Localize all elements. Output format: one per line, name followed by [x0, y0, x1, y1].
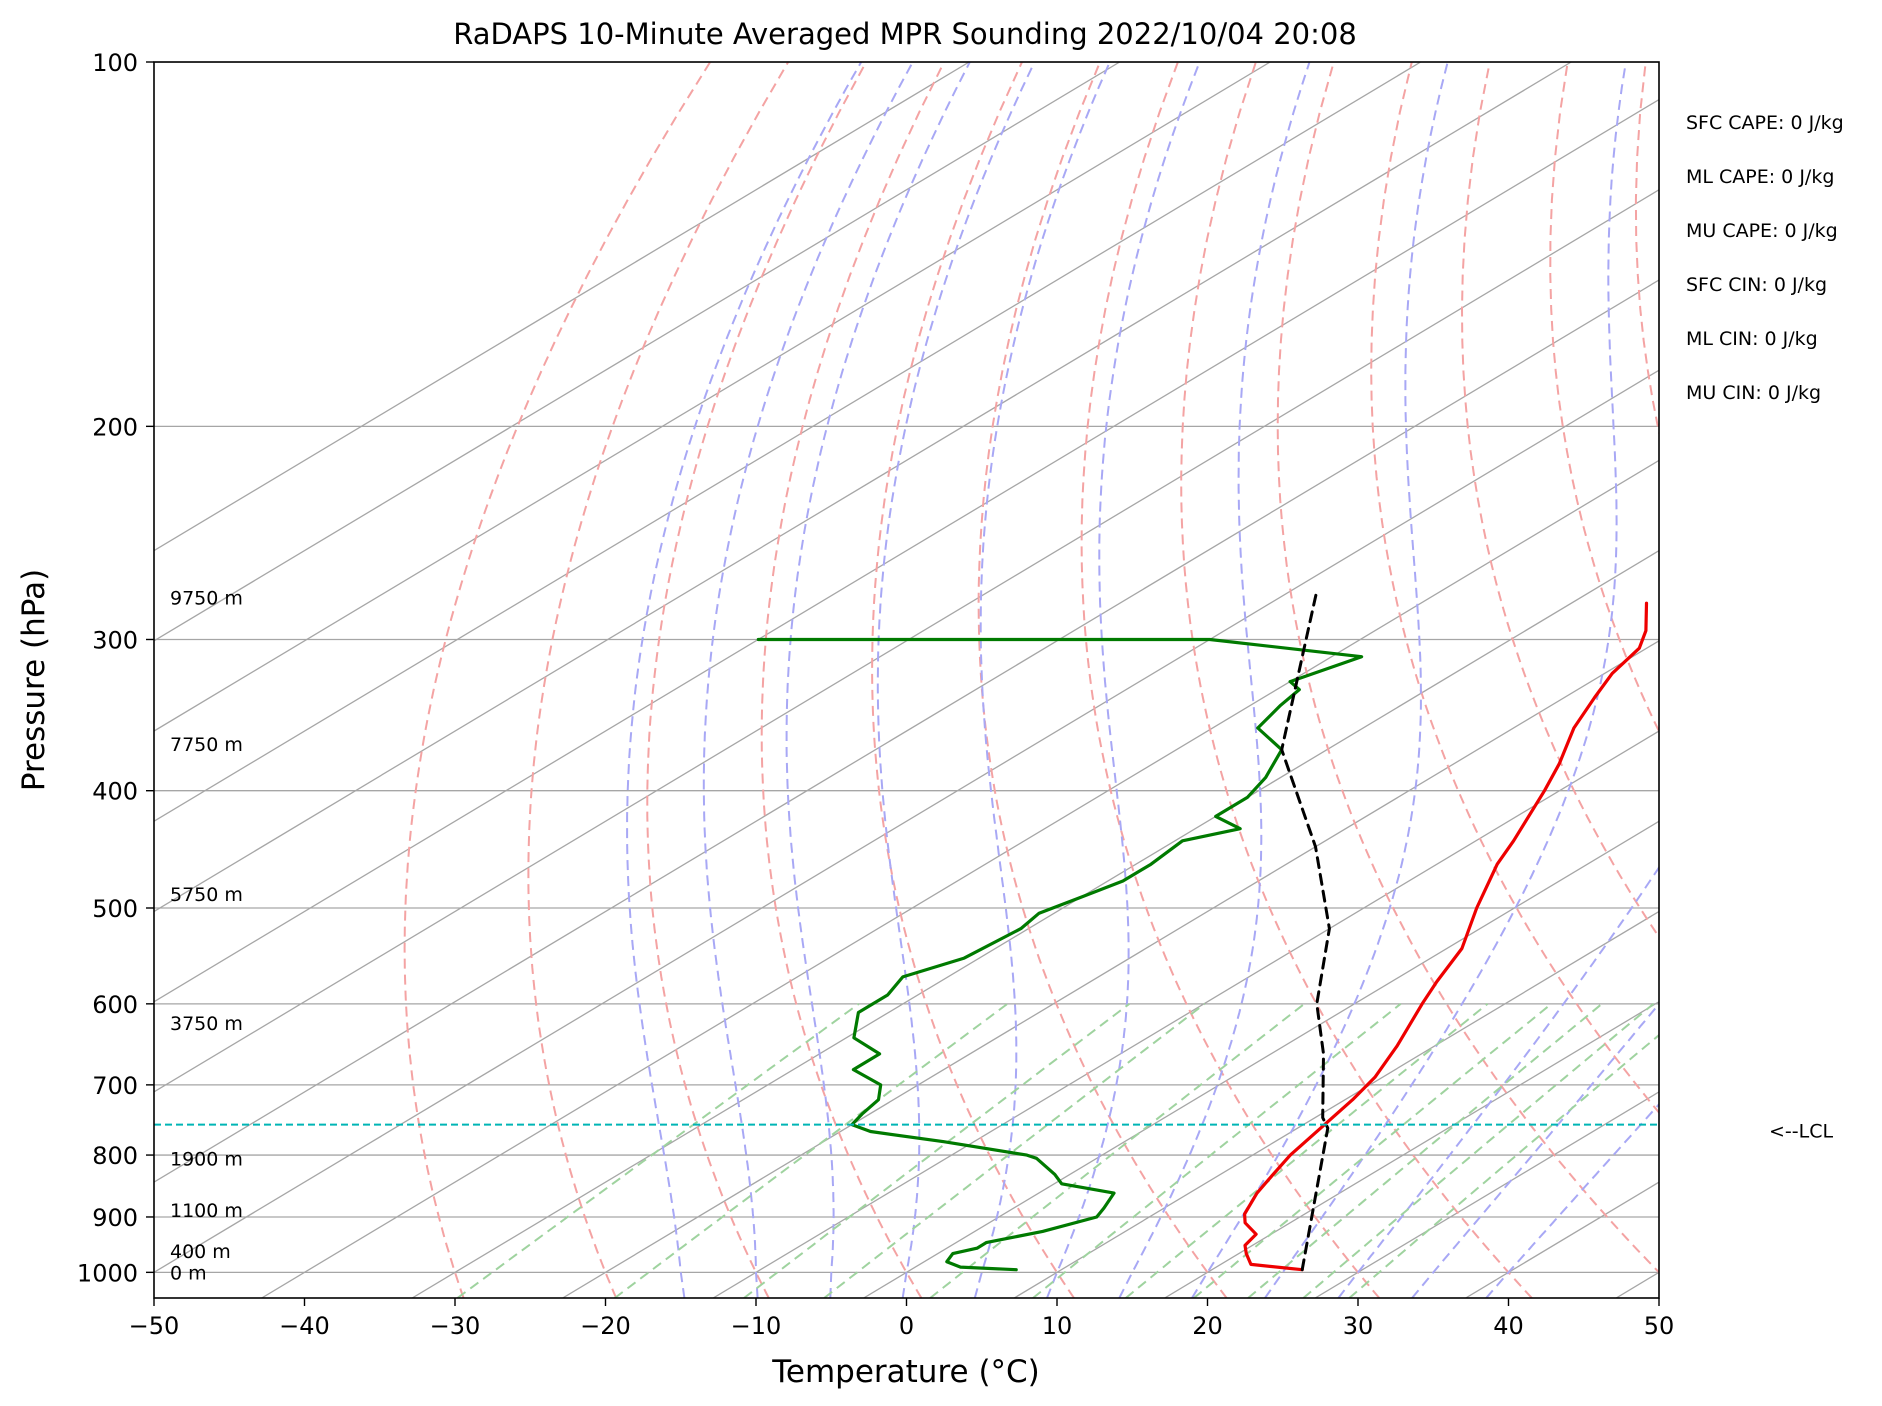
isotherm-line: [863, 820, 1659, 1298]
isotherm-line: [154, 62, 1572, 913]
moist-adiabat-line: [626, 62, 863, 1298]
moist-adiabat-line: [1485, 1102, 1659, 1298]
isotherm-line: [154, 62, 1271, 732]
height-label: 5750 m: [170, 884, 243, 906]
stability-index-text: MU CAPE: 0 J/kg: [1686, 220, 1838, 242]
mixing-ratio-line: [929, 1003, 1306, 1298]
isotherm-line: [154, 189, 1659, 1093]
stability-index-text: MU CIN: 0 J/kg: [1686, 382, 1821, 404]
height-label: 1900 m: [170, 1148, 243, 1170]
y-tick-label: 400: [92, 778, 138, 806]
reference-lines: [154, 62, 1659, 1298]
dry-adiabat-line: [527, 62, 790, 1298]
isotherm-line: [154, 62, 970, 552]
isotherm-line: [562, 640, 1659, 1298]
height-label: 9750 m: [170, 588, 243, 610]
y-tick-label: 300: [92, 626, 138, 654]
mixing-ratio-line: [1348, 1033, 1659, 1298]
moist-adiabat-line: [1191, 62, 1449, 1298]
isotherm-line: [154, 279, 1659, 1183]
dry-adiabat-line: [1460, 62, 1659, 939]
y-tick-label: 100: [92, 49, 138, 77]
dry-adiabat-line: [760, 62, 945, 1298]
x-axis-label: Temperature (°C): [771, 1354, 1040, 1390]
y-tick-label: 900: [92, 1204, 138, 1232]
lcl-label: <--LCL: [1769, 1121, 1833, 1143]
isotherm-line: [411, 549, 1659, 1298]
x-tick-label: 30: [1343, 1312, 1374, 1340]
x-tick-label: 40: [1493, 1312, 1524, 1340]
dry-adiabat-line: [1276, 62, 1659, 1274]
moist-adiabat-line: [785, 62, 971, 1298]
dry-adiabat-line: [871, 62, 1075, 1298]
isotherm-line: [1164, 1000, 1659, 1298]
height-label: 1100 m: [170, 1200, 243, 1222]
isotherm-line: [712, 730, 1659, 1298]
moist-adiabat-line: [702, 62, 914, 1298]
height-label: 400 m: [170, 1241, 231, 1263]
dry-adiabat-line: [646, 62, 867, 1298]
y-tick-label: 700: [92, 1072, 138, 1100]
y-tick-label: 200: [92, 413, 138, 441]
stability-indices: SFC CAPE: 0 J/kg ML CAPE: 0 J/kg MU CAPE: …: [1686, 112, 1844, 404]
chart-title: RaDAPS 10-Minute Averaged MPR Sounding 2…: [453, 17, 1357, 51]
profile-lines: [154, 592, 1659, 1272]
temperature-line: [1243, 601, 1649, 1272]
isotherm-line: [1013, 910, 1659, 1298]
dry-adiabat-line: [1180, 62, 1533, 1298]
dry-adiabat-line: [977, 62, 1228, 1298]
x-tick-label: −40: [279, 1312, 330, 1340]
moist-adiabat-line: [1264, 62, 1627, 1298]
isotherm-line: [154, 62, 1121, 642]
x-tick-label: −50: [129, 1312, 180, 1340]
y-axis-label: Pressure (hPa): [16, 569, 52, 791]
stability-index-text: ML CAPE: 0 J/kg: [1686, 166, 1834, 188]
isotherm-line: [154, 98, 1659, 1003]
height-label: 0 m: [170, 1262, 207, 1284]
mixing-ratio-line: [743, 1003, 1131, 1298]
mixing-ratio-line: [1302, 1003, 1655, 1298]
mixing-ratio-line: [1125, 1003, 1489, 1298]
mixing-ratio-line: [1247, 1003, 1603, 1298]
dry-adiabat-line: [1370, 62, 1659, 1115]
x-tick-label: −30: [430, 1312, 481, 1340]
moist-adiabat-line: [1337, 865, 1659, 1298]
moist-adiabat-line: [1118, 62, 1311, 1298]
y-tick-label: 500: [92, 895, 138, 923]
isotherm-line: [154, 62, 1422, 823]
dewpoint-line: [756, 637, 1364, 1272]
y-tick-label: 600: [92, 991, 138, 1019]
stability-index-text: SFC CIN: 0 J/kg: [1686, 274, 1827, 296]
x-tick-label: −10: [731, 1312, 782, 1340]
x-tick-label: −20: [580, 1312, 631, 1340]
x-tick-label: 20: [1192, 1312, 1223, 1340]
x-tick-label: 50: [1644, 1312, 1675, 1340]
moist-adiabat-line: [973, 62, 1111, 1298]
height-label: 7750 m: [170, 734, 243, 756]
x-tick-label: 10: [1042, 1312, 1073, 1340]
parcel-profile-line: [1280, 592, 1331, 1272]
y-tick-label: 1000: [77, 1259, 138, 1287]
moist-adiabat-line: [876, 62, 1036, 1298]
dry-adiabat-line: [403, 62, 712, 1298]
height-label: 3750 m: [170, 1013, 243, 1035]
x-tick-label: 0: [899, 1312, 914, 1340]
stability-index-text: SFC CAPE: 0 J/kg: [1686, 112, 1844, 134]
dry-adiabat-line: [1080, 62, 1381, 1298]
lcl-annotation: <--LCL: [1769, 1121, 1833, 1143]
isotherm-line: [154, 369, 1659, 1274]
mixing-ratio-line: [456, 1002, 860, 1298]
mixing-ratio-line: [614, 1002, 1009, 1298]
stability-index-text: ML CIN: 0 J/kg: [1686, 328, 1818, 350]
dry-adiabat-line: [1549, 62, 1659, 734]
mixing-ratio-line: [1193, 1003, 1552, 1298]
y-tick-label: 800: [92, 1142, 138, 1170]
